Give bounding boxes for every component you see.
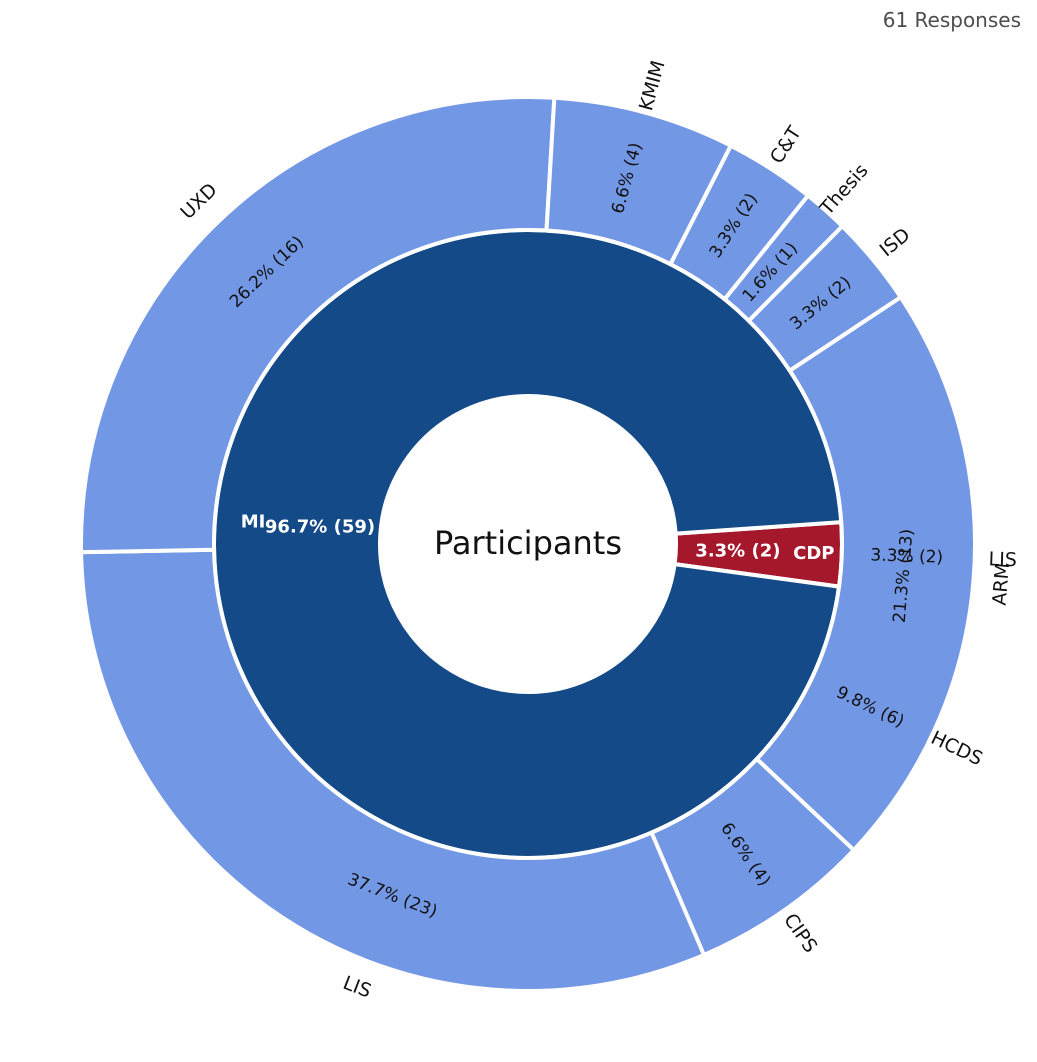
outer-name-label-mi-lis: LIS xyxy=(340,972,374,1003)
outer-name-label-mi-isd: ISD xyxy=(876,224,915,262)
outer-name-label-cdp-lis: LIS xyxy=(988,548,1017,571)
outer-slice-mi-cips[interactable] xyxy=(648,756,857,958)
responses-count: 61 Responses xyxy=(882,8,1021,32)
inner-value-label-cdp: 3.3% (2) xyxy=(695,540,780,561)
outer-slice-mi-arm[interactable] xyxy=(754,294,977,853)
outer-name-label-mi-arm: ARM xyxy=(989,562,1015,606)
outer-ring xyxy=(79,95,977,993)
outer-name-label-mi-uxd: UXD xyxy=(176,179,221,224)
outer-slice-mi-lis[interactable] xyxy=(79,547,857,993)
outer-name-label-mi-candt: C&T xyxy=(766,122,806,168)
inner-name-label-mi: MI xyxy=(241,512,266,533)
inner-name-label-cdp: CDP xyxy=(793,543,834,564)
center-label: Participants xyxy=(434,524,622,562)
outer-name-label-mi-hcds: HCDS xyxy=(927,727,985,770)
outer-name-label-mi-kmim: KMIM xyxy=(635,58,670,113)
outer-name-label-mi-cips: CIPS xyxy=(779,910,821,957)
outer-value-label-cdp-lis: 3.3% (2) xyxy=(870,545,943,567)
inner-value-label-mi: 96.7% (59) xyxy=(265,517,375,538)
outer-name-label-mi-thesis: Thesis xyxy=(815,160,872,220)
outer-slice-mi-uxd[interactable] xyxy=(79,95,557,555)
